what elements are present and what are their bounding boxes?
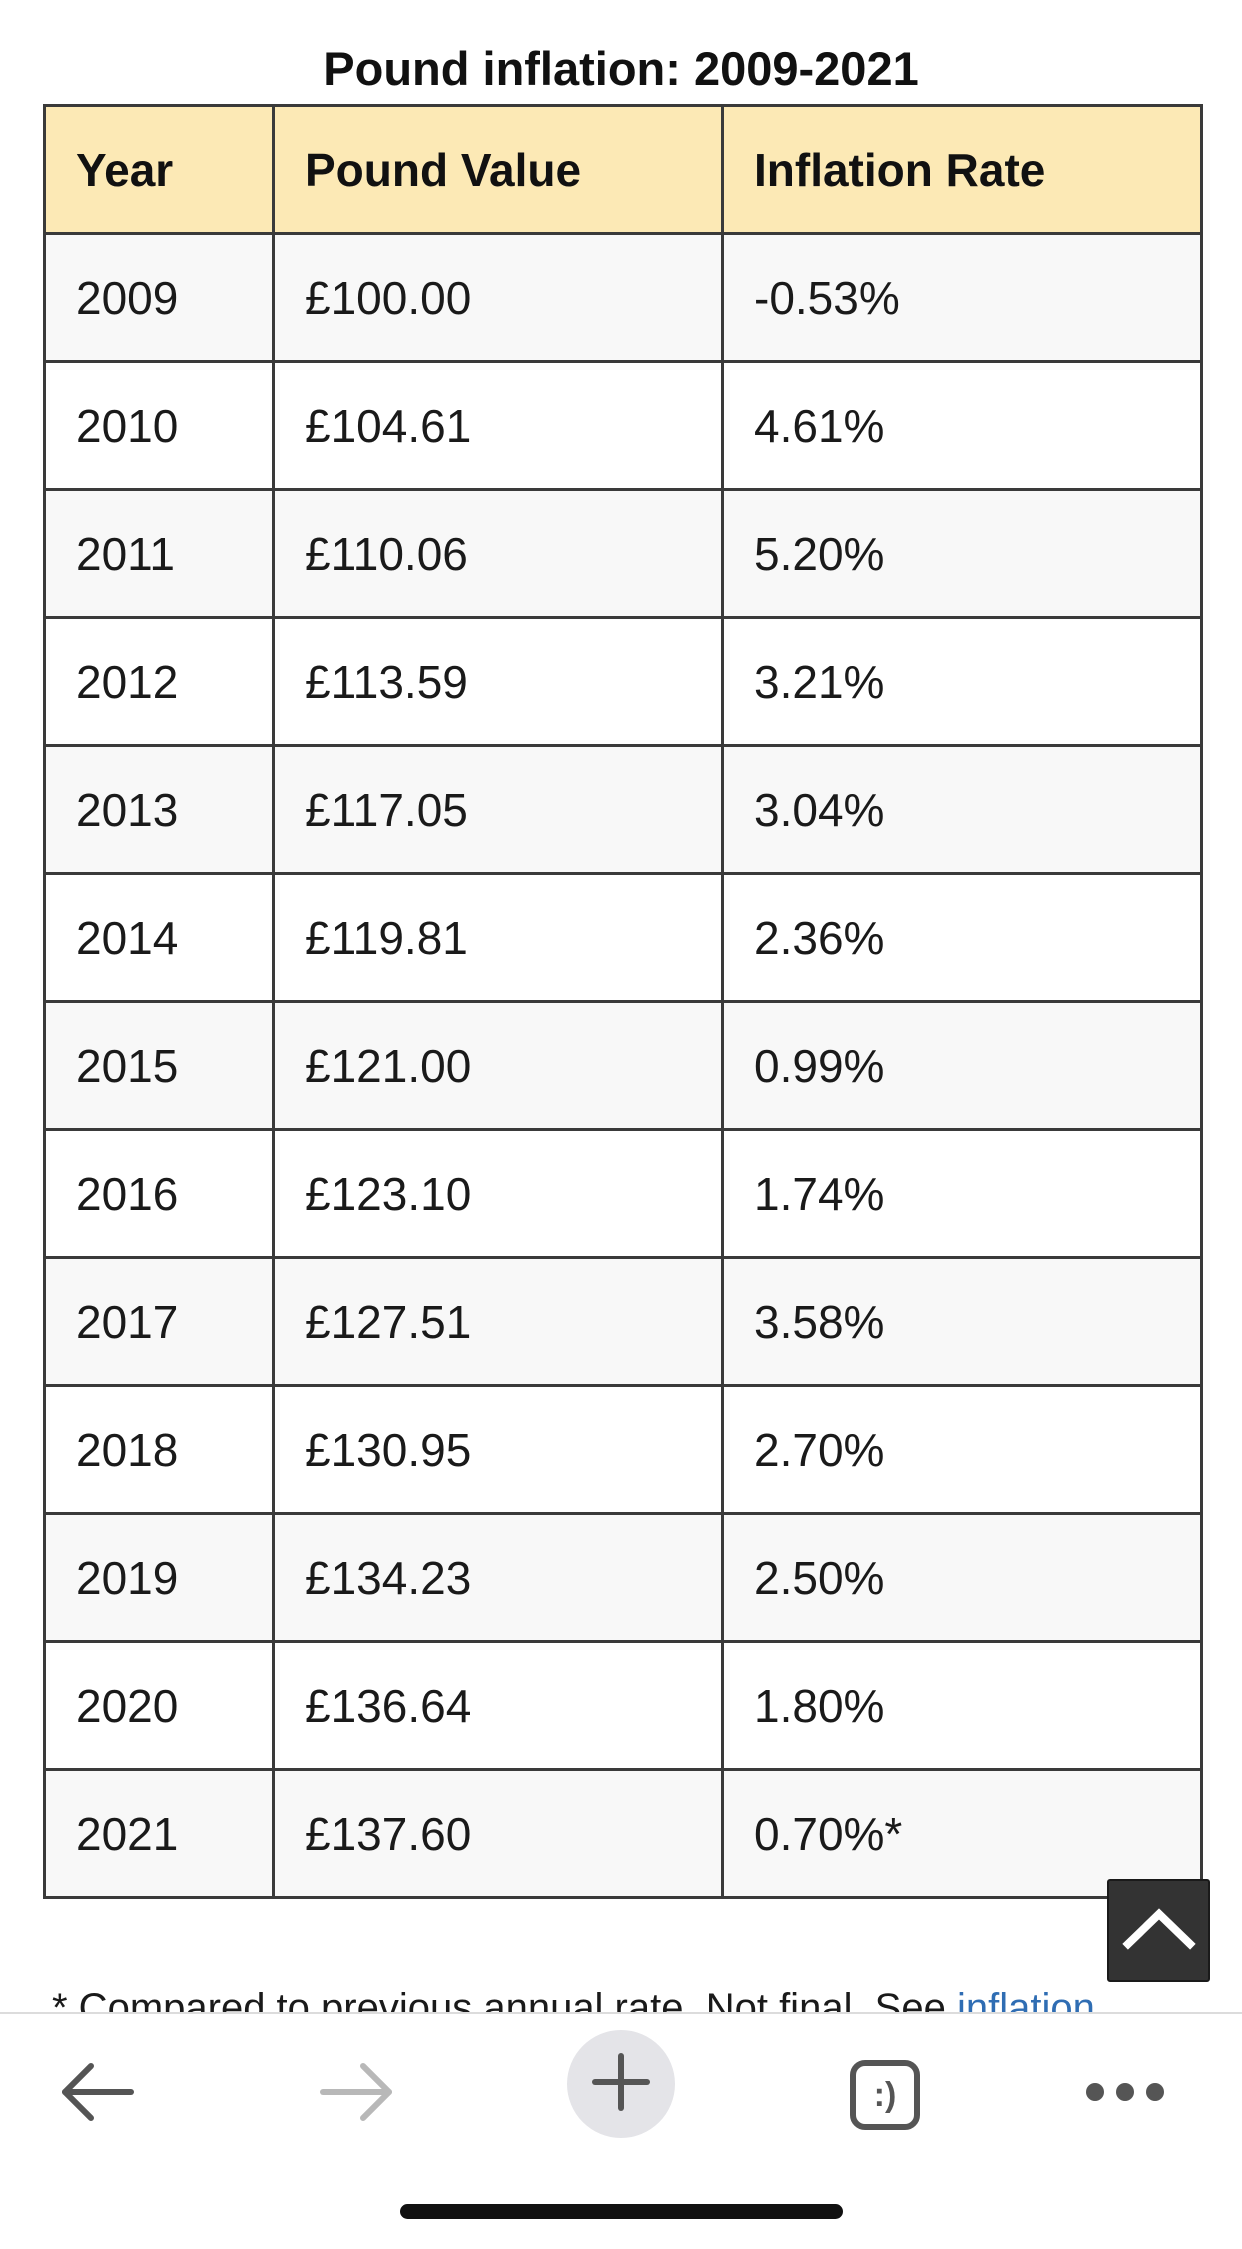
cell-inflation-rate: 3.58% bbox=[721, 1256, 1203, 1387]
table-header-row: Year Pound Value Inflation Rate bbox=[43, 104, 1203, 235]
cell-pound-value: £119.81 bbox=[272, 872, 724, 1003]
cell-year: 2021 bbox=[43, 1768, 275, 1899]
cell-inflation-rate: 0.70%* bbox=[721, 1768, 1203, 1899]
table-row: 2014 £119.81 2.36% bbox=[43, 872, 1203, 1003]
tabs-icon: :) bbox=[850, 2060, 920, 2130]
table-row: 2020 £136.64 1.80% bbox=[43, 1640, 1203, 1771]
table-row: 2017 £127.51 3.58% bbox=[43, 1256, 1203, 1387]
arrow-left-icon bbox=[57, 2060, 137, 2129]
cell-pound-value: £137.60 bbox=[272, 1768, 724, 1899]
cell-year: 2018 bbox=[43, 1384, 275, 1515]
chevron-up-icon bbox=[1121, 1906, 1196, 1955]
tabs-glyph: :) bbox=[873, 2076, 897, 2114]
cell-inflation-rate: 2.50% bbox=[721, 1512, 1203, 1643]
forward-button[interactable] bbox=[312, 2054, 402, 2134]
cell-year: 2014 bbox=[43, 872, 275, 1003]
scroll-to-top-button[interactable] bbox=[1107, 1879, 1210, 1982]
table-row: 2018 £130.95 2.70% bbox=[43, 1384, 1203, 1515]
cell-inflation-rate: 3.21% bbox=[721, 616, 1203, 747]
cell-year: 2013 bbox=[43, 744, 275, 875]
header-pound-value: Pound Value bbox=[272, 104, 724, 235]
header-year: Year bbox=[43, 104, 275, 235]
table-row: 2016 £123.10 1.74% bbox=[43, 1128, 1203, 1259]
more-dots-icon bbox=[1083, 2080, 1167, 2109]
cell-inflation-rate: 4.61% bbox=[721, 360, 1203, 491]
new-tab-button[interactable] bbox=[567, 2030, 675, 2138]
cell-pound-value: £117.05 bbox=[272, 744, 724, 875]
cell-year: 2017 bbox=[43, 1256, 275, 1387]
header-inflation-rate: Inflation Rate bbox=[721, 104, 1203, 235]
cell-inflation-rate: 1.80% bbox=[721, 1640, 1203, 1771]
cell-year: 2020 bbox=[43, 1640, 275, 1771]
cell-inflation-rate: 2.70% bbox=[721, 1384, 1203, 1515]
cell-year: 2009 bbox=[43, 232, 275, 363]
home-indicator[interactable] bbox=[400, 2204, 843, 2219]
cell-pound-value: £113.59 bbox=[272, 616, 724, 747]
cell-pound-value: £110.06 bbox=[272, 488, 724, 619]
cell-inflation-rate: 0.99% bbox=[721, 1000, 1203, 1131]
tabs-button[interactable]: :) bbox=[840, 2050, 930, 2140]
cell-year: 2016 bbox=[43, 1128, 275, 1259]
cell-year: 2019 bbox=[43, 1512, 275, 1643]
cell-year: 2015 bbox=[43, 1000, 275, 1131]
table-row: 2019 £134.23 2.50% bbox=[43, 1512, 1203, 1643]
cell-year: 2012 bbox=[43, 616, 275, 747]
table-row: 2009 £100.00 -0.53% bbox=[43, 232, 1203, 363]
plus-icon bbox=[591, 2052, 651, 2117]
cell-inflation-rate: 3.04% bbox=[721, 744, 1203, 875]
cell-inflation-rate: 1.74% bbox=[721, 1128, 1203, 1259]
table-row: 2021 £137.60 0.70%* bbox=[43, 1768, 1203, 1899]
inflation-table: Year Pound Value Inflation Rate 2009 £10… bbox=[43, 104, 1203, 1899]
cell-pound-value: £127.51 bbox=[272, 1256, 724, 1387]
inflation-table-container: Year Pound Value Inflation Rate 2009 £10… bbox=[43, 104, 1203, 1899]
cell-pound-value: £134.23 bbox=[272, 1512, 724, 1643]
table-row: 2012 £113.59 3.21% bbox=[43, 616, 1203, 747]
cell-pound-value: £123.10 bbox=[272, 1128, 724, 1259]
cell-inflation-rate: 2.36% bbox=[721, 872, 1203, 1003]
table-title: Pound inflation: 2009-2021 bbox=[323, 42, 919, 95]
table-row: 2013 £117.05 3.04% bbox=[43, 744, 1203, 875]
cell-pound-value: £100.00 bbox=[272, 232, 724, 363]
table-row: 2011 £110.06 5.20% bbox=[43, 488, 1203, 619]
cell-pound-value: £121.00 bbox=[272, 1000, 724, 1131]
table-row: 2010 £104.61 4.61% bbox=[43, 360, 1203, 491]
back-button[interactable] bbox=[52, 2054, 142, 2134]
cell-inflation-rate: -0.53% bbox=[721, 232, 1203, 363]
cell-year: 2011 bbox=[43, 488, 275, 619]
cell-pound-value: £104.61 bbox=[272, 360, 724, 491]
cell-pound-value: £136.64 bbox=[272, 1640, 724, 1771]
cell-year: 2010 bbox=[43, 360, 275, 491]
cell-pound-value: £130.95 bbox=[272, 1384, 724, 1515]
table-row: 2015 £121.00 0.99% bbox=[43, 1000, 1203, 1131]
cell-inflation-rate: 5.20% bbox=[721, 488, 1203, 619]
arrow-right-icon bbox=[317, 2060, 397, 2129]
more-button[interactable] bbox=[1075, 2054, 1175, 2134]
